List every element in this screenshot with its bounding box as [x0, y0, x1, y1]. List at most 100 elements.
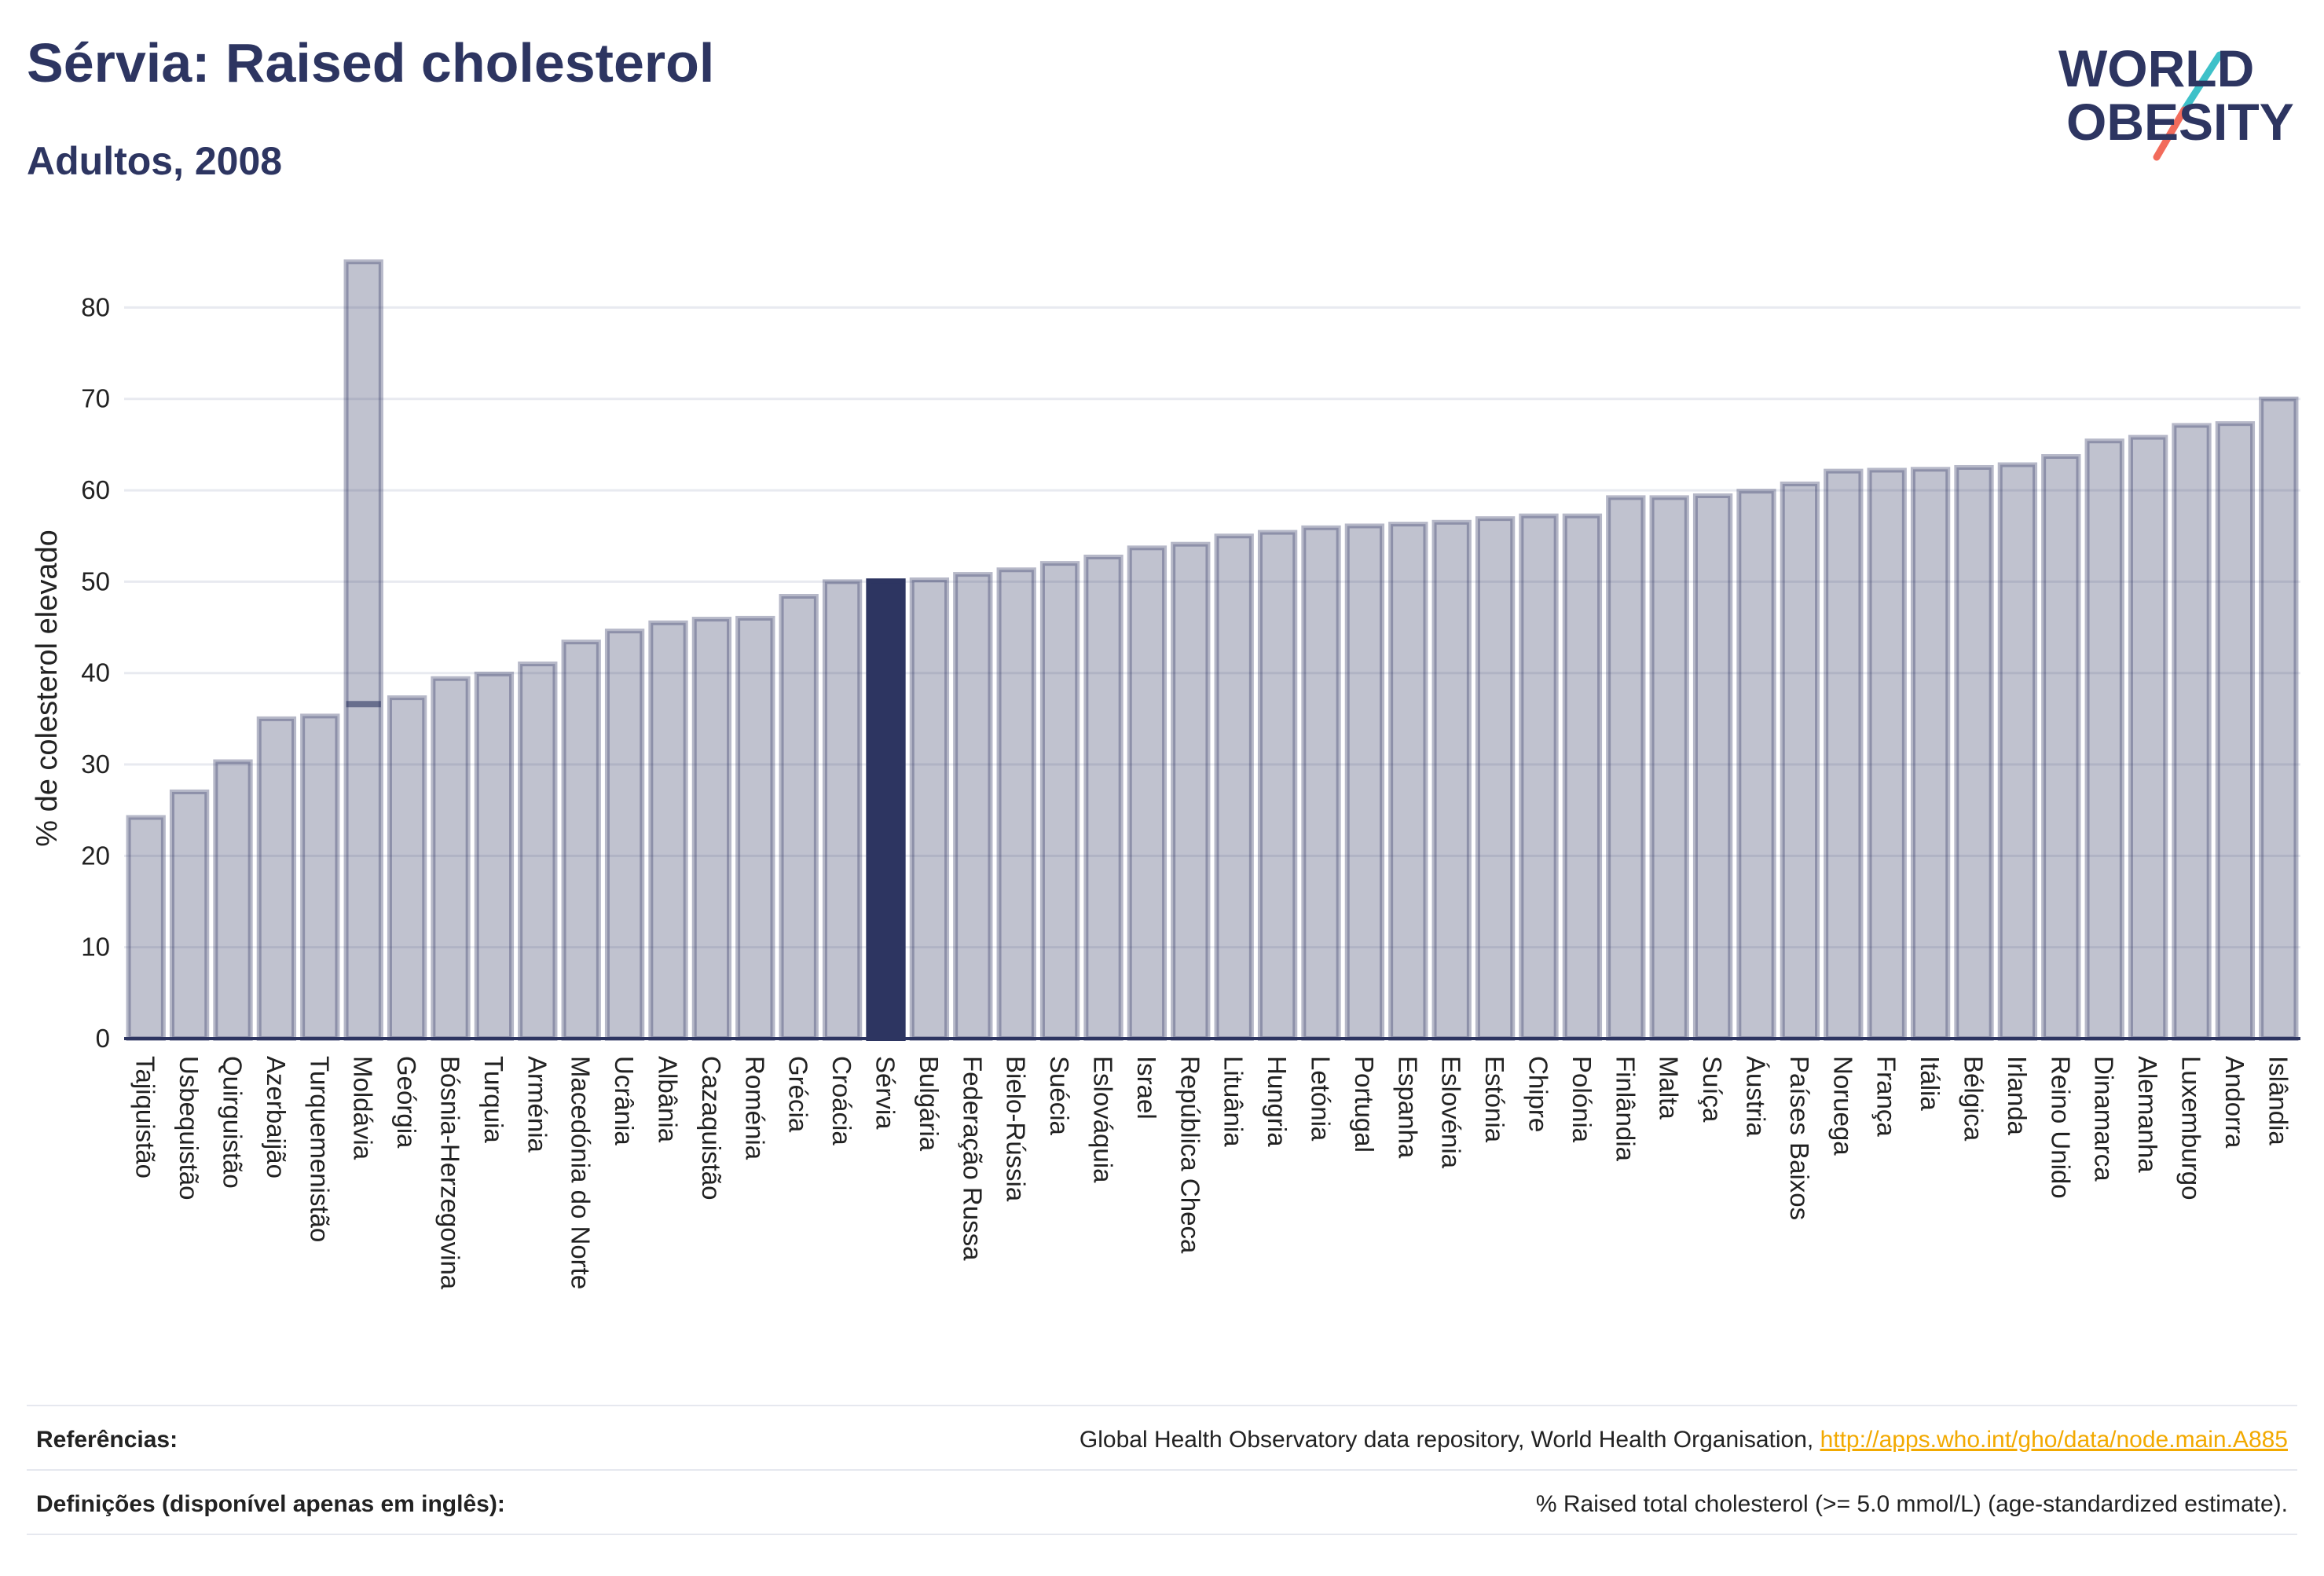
- bar[interactable]: [256, 716, 297, 1041]
- y-axis-ticks: 0 10 20 30 40 50 60 70 80: [81, 292, 110, 1053]
- logo-text-world: WORLD: [2058, 39, 2254, 97]
- x-tick-label: Quirguistão: [218, 1056, 247, 1189]
- x-tick-label: Federação Russa: [958, 1056, 987, 1261]
- x-tick-label: Roménia: [740, 1056, 769, 1160]
- footer-divider-top: [27, 1405, 2297, 1406]
- bar[interactable]: [1736, 489, 1776, 1041]
- bar[interactable]: [996, 567, 1036, 1041]
- bar[interactable]: [2041, 454, 2081, 1041]
- references-label: Referências:: [36, 1427, 178, 1453]
- x-tick-label: Reino Unido: [2046, 1056, 2075, 1199]
- references-text: Global Health Observatory data repositor…: [1079, 1427, 1820, 1453]
- bar[interactable]: [735, 615, 775, 1041]
- bar[interactable]: [431, 676, 471, 1041]
- x-tick-label: Noruega: [1828, 1056, 1857, 1156]
- bar[interactable]: [126, 815, 166, 1041]
- bar[interactable]: [1954, 464, 1994, 1041]
- bar[interactable]: [1519, 513, 1559, 1041]
- x-tick-label: Letónia: [1307, 1056, 1336, 1142]
- y-tick-label: 30: [81, 750, 110, 779]
- bar[interactable]: [1039, 561, 1080, 1041]
- x-tick-label: Grécia: [784, 1056, 813, 1133]
- y-tick-label: 40: [81, 658, 110, 687]
- footer-divider-middle: [27, 1469, 2297, 1471]
- bar[interactable]: [518, 662, 558, 1041]
- bar[interactable]: [343, 259, 383, 1042]
- bar[interactable]: [1606, 495, 1646, 1041]
- bar[interactable]: [387, 695, 427, 1042]
- bar[interactable]: [1910, 467, 1951, 1041]
- bar[interactable]: [953, 572, 993, 1041]
- y-tick-label: 70: [81, 384, 110, 413]
- x-tick-label: Lituânia: [1219, 1056, 1248, 1147]
- x-tick-label: Estónia: [1480, 1056, 1509, 1143]
- bar[interactable]: [1344, 523, 1385, 1041]
- bar[interactable]: [1127, 545, 1167, 1041]
- bar[interactable]: [2128, 434, 2168, 1041]
- bar[interactable]: [561, 640, 601, 1041]
- bar[interactable]: [1997, 462, 2038, 1041]
- bar[interactable]: [2084, 438, 2124, 1041]
- bar[interactable]: [2259, 396, 2299, 1041]
- x-tick-label: Eslováquia: [1089, 1056, 1118, 1183]
- bar[interactable]: [300, 713, 340, 1041]
- bar[interactable]: [1475, 516, 1516, 1041]
- x-tick-label: Moldávia: [349, 1056, 378, 1160]
- bar[interactable]: [1083, 554, 1124, 1041]
- bar[interactable]: [648, 620, 688, 1041]
- bar[interactable]: [213, 759, 253, 1041]
- x-tick-label: Irlanda: [2003, 1056, 2032, 1136]
- chart-title: Sérvia: Raised cholesterol: [27, 32, 715, 93]
- x-tick-label: Malta: [1655, 1056, 1684, 1120]
- x-tick-label: Itália: [1915, 1056, 1945, 1111]
- bar[interactable]: [604, 629, 645, 1041]
- bar[interactable]: [1431, 519, 1472, 1041]
- bar[interactable]: [474, 671, 515, 1041]
- bar[interactable]: [909, 577, 950, 1041]
- bar[interactable]: [822, 579, 863, 1041]
- bar-chart: 0 10 20 30 40 50 60 70 80 Tajiquistão Usbequistão…: [31, 259, 2300, 1290]
- x-tick-label: Macedónia do Norte: [566, 1056, 596, 1289]
- bar[interactable]: [1214, 533, 1254, 1041]
- bar[interactable]: [1257, 530, 1298, 1041]
- bar[interactable]: [1301, 525, 1341, 1041]
- bar[interactable]: [2172, 423, 2212, 1041]
- bar[interactable]: [1649, 495, 1689, 1041]
- bar-highlighted[interactable]: [866, 578, 906, 1041]
- references-link[interactable]: http://apps.who.int/gho/data/node.main.A…: [1820, 1427, 2288, 1453]
- x-tick-label: Suécia: [1045, 1056, 1074, 1136]
- x-tick-label: Israel: [1132, 1056, 1161, 1120]
- bar[interactable]: [1692, 493, 1733, 1041]
- references-value: Global Health Observatory data repositor…: [1080, 1427, 2288, 1453]
- definitions-label: Definições (disponível apenas em inglês)…: [36, 1491, 505, 1517]
- x-tick-label: Países Baixos: [1785, 1056, 1814, 1220]
- x-tick-label: Andorra: [2220, 1056, 2249, 1149]
- bar[interactable]: [1171, 541, 1211, 1041]
- bar[interactable]: [1562, 513, 1603, 1041]
- bar[interactable]: [1867, 467, 1907, 1041]
- x-tick-label: Bielo-Rússia: [1002, 1056, 1031, 1202]
- bar[interactable]: [1780, 481, 1820, 1041]
- x-tick-label: Albânia: [654, 1056, 683, 1143]
- y-tick-label: 50: [81, 566, 110, 596]
- x-tick-label: França: [1872, 1056, 1901, 1137]
- bar[interactable]: [169, 789, 210, 1041]
- bar[interactable]: [1388, 522, 1428, 1041]
- x-tick-label: Sérvia: [871, 1056, 900, 1130]
- footer-divider-bottom: [27, 1534, 2297, 1535]
- x-tick-label: Islândia: [2264, 1056, 2293, 1145]
- x-tick-label: Chipre: [1524, 1056, 1553, 1132]
- x-tick-label: Turquia: [479, 1056, 508, 1143]
- bar[interactable]: [779, 594, 819, 1041]
- x-tick-label: Eslovénia: [1437, 1056, 1466, 1169]
- logo-text-obesity: OBESITY: [2066, 93, 2294, 151]
- bar[interactable]: [2215, 421, 2256, 1041]
- x-tick-label: Cazaquistão: [697, 1056, 726, 1200]
- y-tick-label: 10: [81, 933, 110, 962]
- y-tick-label: 0: [96, 1024, 110, 1053]
- y-tick-label: 60: [81, 475, 110, 504]
- bar[interactable]: [1824, 468, 1864, 1041]
- y-tick-label: 20: [81, 841, 110, 870]
- bar[interactable]: [691, 617, 732, 1041]
- x-tick-label: Azerbaijão: [262, 1056, 291, 1178]
